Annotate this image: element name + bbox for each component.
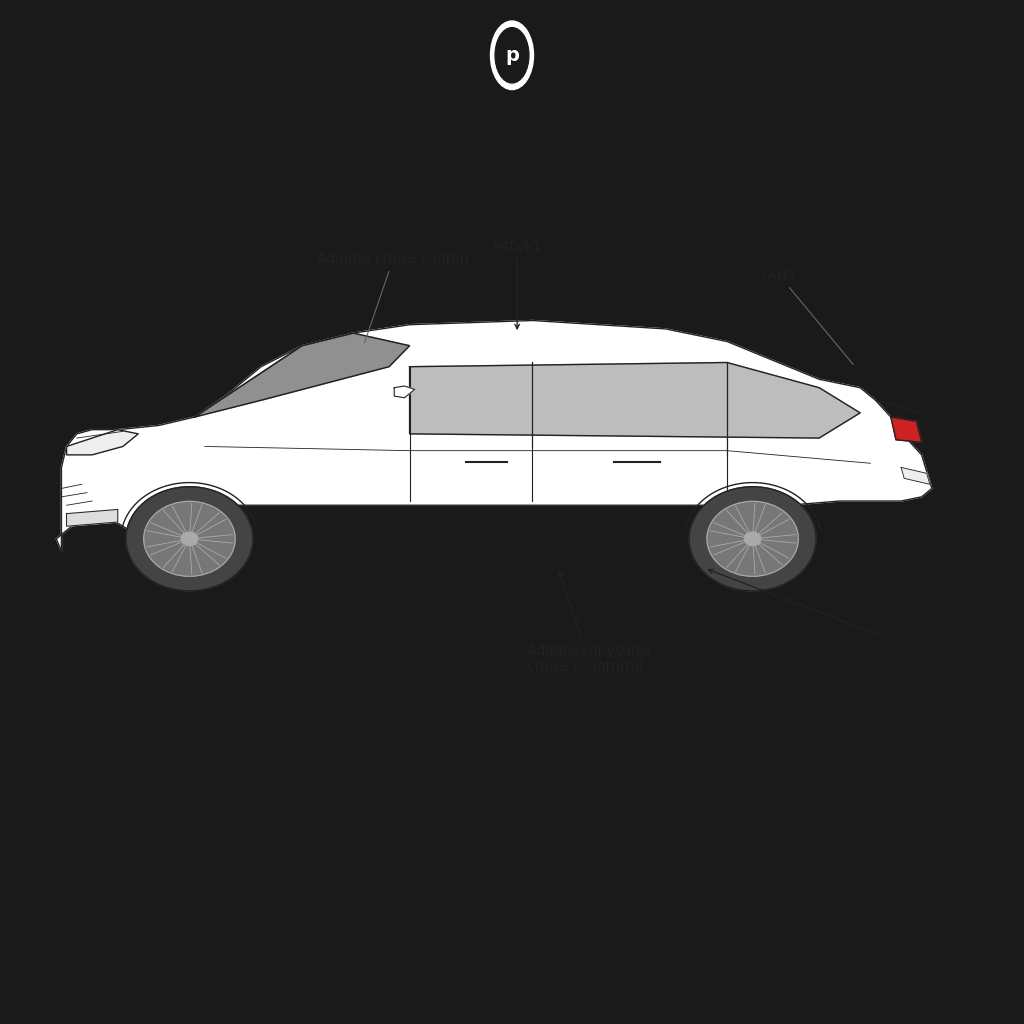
Circle shape [126, 486, 253, 591]
Text: A4D/k1: A4D/k1 [492, 240, 543, 329]
Ellipse shape [490, 22, 534, 89]
Polygon shape [901, 467, 930, 484]
Text: Adaptie cruise conten: Adaptie cruise conten [317, 252, 469, 343]
Polygon shape [891, 417, 922, 442]
Polygon shape [394, 386, 415, 397]
Polygon shape [67, 430, 138, 455]
Polygon shape [195, 333, 410, 417]
Circle shape [181, 532, 198, 546]
Circle shape [707, 502, 799, 577]
Text: /AN1: /AN1 [763, 268, 853, 365]
Text: p: p [505, 46, 519, 65]
Circle shape [689, 486, 816, 591]
Ellipse shape [496, 28, 528, 83]
Circle shape [143, 502, 236, 577]
Polygon shape [67, 509, 118, 526]
Text: Addativen| ysuise
cruise ccontnrrol: Addativen| ysuise cruise ccontnrrol [527, 572, 650, 675]
Circle shape [744, 532, 761, 546]
Polygon shape [56, 321, 932, 551]
Polygon shape [410, 362, 860, 438]
